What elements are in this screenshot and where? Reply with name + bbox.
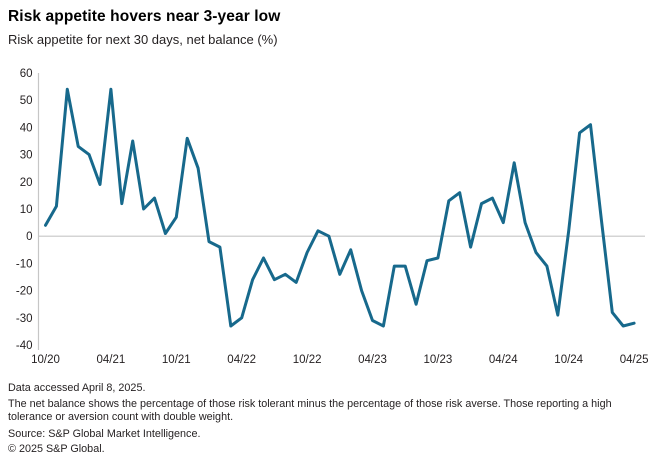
- x-axis-label: 10/22: [293, 354, 322, 366]
- chart-footnotes: Data accessed April 8, 2025. The net bal…: [8, 382, 656, 459]
- chart-subtitle: Risk appetite for next 30 days, net bala…: [8, 32, 278, 47]
- x-axis-label: 10/24: [554, 354, 583, 366]
- x-axis-label: 10/20: [31, 354, 60, 366]
- risk-appetite-line-chart: 60 50 40 30 20 10 0 -10 -20 -30 -40 10/20 04/21 10/21…: [16, 68, 649, 366]
- x-axis-label: 10/21: [162, 354, 191, 366]
- y-axis-label: 40: [20, 122, 33, 134]
- y-axis-label: 60: [20, 68, 33, 80]
- x-axis-label: 04/24: [489, 354, 518, 366]
- y-axis-label: 10: [20, 204, 33, 216]
- copyright-note: © 2025 S&P Global.: [8, 443, 105, 455]
- methodology-note: The net balance shows the percentage of …: [8, 397, 612, 424]
- data-accessed-note: Data accessed April 8, 2025.: [8, 382, 146, 394]
- x-axis-label: 10/23: [424, 354, 453, 366]
- page-title: Risk appetite hovers near 3-year low: [8, 8, 281, 25]
- x-axis-label: 04/22: [227, 354, 256, 366]
- risk-appetite-series-line: [44, 87, 636, 328]
- y-axis-label: -10: [16, 258, 33, 270]
- source-note: Source: S&P Global Market Intelligence.: [8, 427, 201, 440]
- y-axis-label: -20: [16, 286, 33, 298]
- y-axis-label: 50: [20, 95, 33, 107]
- y-axis-label: -30: [16, 313, 33, 325]
- y-axis-label: -40: [16, 340, 33, 352]
- y-axis-labels: 60 50 40 30 20 10 0 -10 -20 -30 -40: [16, 68, 33, 352]
- x-axis-label: 04/23: [358, 354, 387, 366]
- y-axis-label: 30: [20, 150, 33, 162]
- y-axis-label: 0: [26, 231, 32, 243]
- x-axis-labels: 10/20 04/21 10/21 04/22 10/22 04/23 10/23 04/24…: [31, 354, 648, 366]
- x-axis-label: 04/21: [97, 354, 126, 366]
- x-axis-label: 04/25: [620, 354, 649, 366]
- y-axis-label: 20: [20, 177, 33, 189]
